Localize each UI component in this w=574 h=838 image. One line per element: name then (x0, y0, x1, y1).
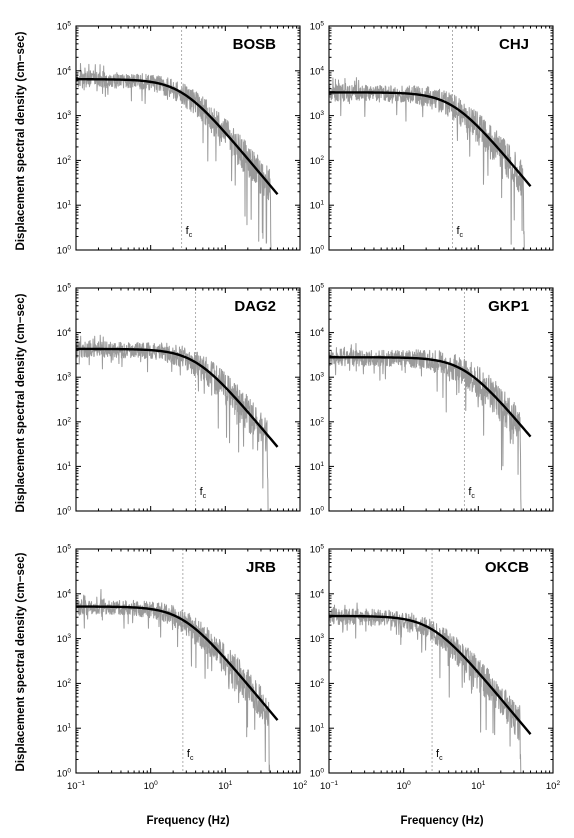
fc-label: fc (468, 486, 475, 500)
station-label: JRB (246, 559, 276, 576)
model-spectrum-gkp1 (329, 356, 532, 438)
model-spectrum-okcb (328, 614, 532, 735)
fc-label: fc (436, 748, 443, 762)
x-tick-label: 101 (218, 780, 233, 792)
y-tick-label: 103 (310, 372, 325, 384)
y-tick-label: 105 (310, 21, 325, 33)
plot-frame (75, 287, 301, 512)
y-tick-label: 105 (57, 21, 72, 33)
y-tick-label: 104 (57, 65, 72, 77)
x-tick-label: 102 (546, 780, 561, 792)
observed-spectrum-jrb (76, 588, 271, 773)
plot-frame (328, 548, 554, 774)
y-tick-label: 100 (57, 245, 72, 257)
plot-frame (328, 287, 554, 512)
observed-spectrum-bosb (76, 62, 273, 250)
y-tick-label: 103 (57, 633, 72, 645)
y-tick-label: 101 (310, 723, 325, 735)
panels-group: 100101102103104105BOSBfc1001011021031041… (57, 21, 561, 793)
fc-label: fc (456, 225, 463, 239)
y-tick-label: 102 (310, 416, 325, 428)
y-tick-label: 100 (57, 768, 72, 780)
station-label: GKP1 (488, 298, 529, 315)
y-tick-label: 101 (310, 200, 325, 212)
model-spectrum-jrb (76, 605, 279, 721)
panel-chj: 100 101 102 103 104 105 CHJ fc (310, 21, 554, 257)
fc-label: fc (187, 748, 194, 762)
y-tick-label: 104 (310, 588, 325, 600)
observed-spectrum-dag2 (76, 334, 269, 511)
y-tick-label: 102 (57, 155, 72, 167)
y-tick-label: 100 (310, 506, 325, 518)
y-tick-label: 103 (57, 372, 72, 384)
y-axis-title-top: Displacement spectral density (cm−sec) (15, 31, 27, 250)
y-tick-label: 102 (57, 678, 72, 690)
station-label: OKCB (485, 559, 529, 576)
plot-frame (328, 25, 554, 251)
panel-bosb: 100 101 102 103 104 105 BOSB fc (57, 21, 301, 257)
fc-label: fc (186, 225, 193, 239)
panel-dag2: 100 101 102 103 104 105 DAG2 fc (57, 283, 301, 518)
panel-gkp1: 100 101 102 103 104 105 GKP1 fc (310, 283, 554, 518)
station-label: BOSB (233, 36, 277, 53)
y-tick-label: 105 (57, 283, 72, 295)
station-label: CHJ (499, 36, 529, 53)
y-axis-title-middle: Displacement spectral density (cm−sec) (15, 293, 27, 512)
fc-label: fc (200, 486, 207, 500)
y-tick-label: 103 (310, 633, 325, 645)
y-tick-label: 104 (57, 588, 72, 600)
observed-spectrum-okcb (329, 602, 522, 773)
x-axis-title-left: Frequency (Hz) (146, 815, 229, 827)
y-tick-label: 101 (57, 723, 72, 735)
observed-spectrum-chj (329, 77, 526, 250)
model-spectrum-dag2 (76, 347, 279, 448)
y-tick-label: 105 (57, 544, 72, 556)
x-axis-title-right: Frequency (Hz) (400, 815, 483, 827)
plot-frame (75, 548, 301, 774)
y-axis-title-bottom: Displacement spectral density (cm−sec) (15, 552, 27, 771)
y-tick-label: 102 (57, 416, 72, 428)
y-tick-label: 105 (310, 544, 325, 556)
y-tick-label: 101 (57, 200, 72, 212)
y-tick-label: 105 (310, 283, 325, 295)
x-tick-label: 10−1 (320, 780, 338, 792)
x-tick-label: 100 (144, 780, 159, 792)
x-tick-label: 100 (397, 780, 412, 792)
model-spectrum-bosb (76, 78, 279, 196)
y-tick-label: 101 (310, 461, 325, 473)
model-spectrum-chj (329, 91, 532, 188)
y-tick-label: 100 (310, 245, 325, 257)
y-tick-label: 102 (310, 678, 325, 690)
y-tick-label: 104 (310, 65, 325, 77)
y-tick-label: 100 (310, 768, 325, 780)
station-label: DAG2 (234, 298, 276, 315)
y-tick-label: 102 (310, 155, 325, 167)
x-tick-label: 102 (293, 780, 308, 792)
y-tick-label: 103 (57, 110, 72, 122)
x-tick-label: 10−1 (67, 780, 85, 792)
x-tick-label: 101 (471, 780, 486, 792)
plot-frame (75, 25, 301, 251)
y-tick-label: 101 (57, 461, 72, 473)
y-tick-label: 104 (310, 327, 325, 339)
y-tick-label: 104 (57, 327, 72, 339)
y-tick-label: 103 (310, 110, 325, 122)
y-tick-label: 100 (57, 506, 72, 518)
observed-spectrum-gkp1 (329, 343, 522, 511)
